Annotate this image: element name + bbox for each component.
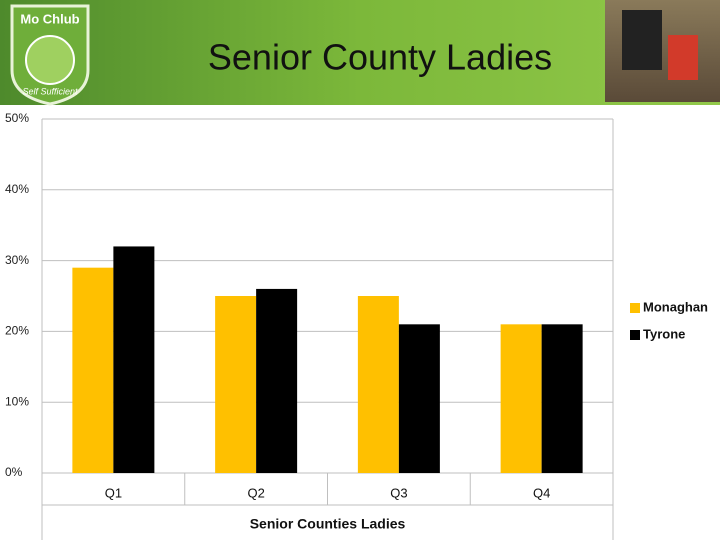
legend-label: Monaghan [643,299,708,314]
y-tick-label: 0% [5,465,23,479]
x-tick-label: Q1 [105,485,122,500]
logo-emblem [25,35,75,85]
bar [256,288,298,473]
y-tick-label: 20% [5,324,29,338]
y-tick-label: 10% [5,394,29,408]
header-band [0,0,720,105]
photo-figure [668,35,698,80]
x-tick-label: Q3 [390,485,407,500]
photo-figure [622,10,662,70]
x-axis-title: Senior Counties Ladies [250,516,406,532]
bar [72,267,114,473]
x-tick-label: Q4 [533,485,550,500]
y-tick-label: 30% [5,253,29,267]
slide-title: Senior County Ladies [208,37,552,78]
logo-tagline: Self Sufficient [22,86,78,96]
y-tick-label: 40% [5,182,29,196]
bar [398,324,440,473]
bar [215,296,257,473]
bar [357,296,399,473]
chart: 0% 10% 20% 30% 40% 50% Q1 Q2 Q3 Q4 Senior Counties… [5,111,708,540]
bar [113,246,155,473]
legend-swatch [630,330,640,340]
legend-swatch [630,303,640,313]
logo: Mo Chlub Self Sufficient [10,4,90,106]
bar [500,324,542,473]
y-tick-label: 50% [5,111,29,125]
legend-label: Tyrone [643,326,685,341]
logo-name: Mo Chlub [20,11,79,26]
bar [541,324,583,473]
x-tick-label: Q2 [247,485,264,500]
